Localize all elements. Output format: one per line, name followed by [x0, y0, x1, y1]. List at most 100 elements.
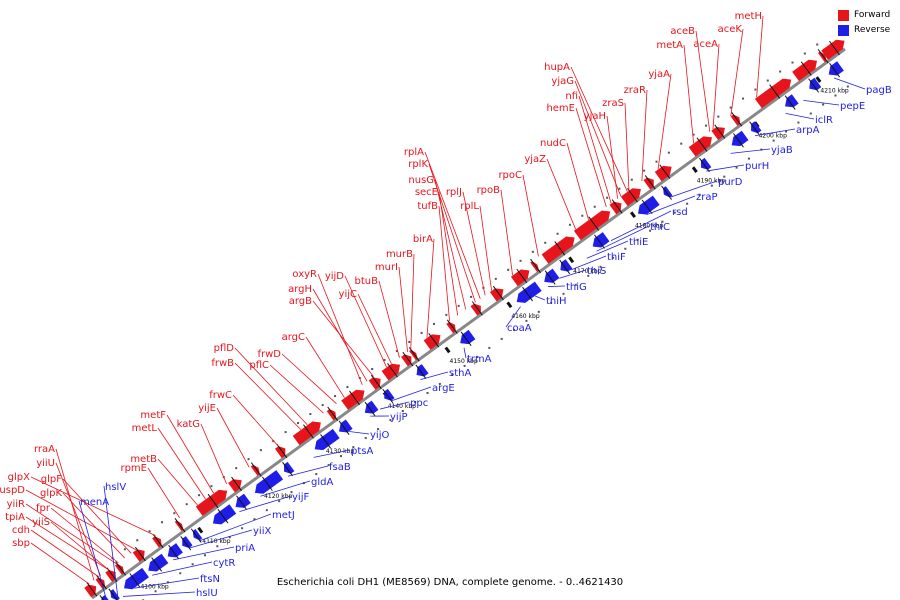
forward-gene-label: metA: [656, 40, 683, 51]
forward-gene-pflD: pflD: [214, 343, 308, 426]
forward-gene-arrow: [228, 476, 242, 493]
minor-tick: [265, 509, 268, 512]
scale-tick-label: 4180 kbp: [635, 223, 663, 230]
forward-gene-arrow: [292, 421, 321, 446]
minor-tick: [513, 328, 516, 331]
forward-gene-label: yjaZ: [524, 154, 546, 165]
forward-gene-label: tpiA: [5, 512, 25, 523]
reverse-gene-thiE: thiE: [586, 237, 648, 259]
forward-gene-label: argH: [288, 284, 312, 295]
forward-gene-label: nudC: [540, 138, 566, 149]
minor-tick: [383, 358, 386, 361]
forward-gene-rpoC: rpoC: [498, 170, 539, 257]
reverse-gene-label: metJ: [272, 510, 295, 521]
forward-gene-label: argC: [282, 332, 305, 343]
minor-tick: [148, 530, 151, 533]
forward-genes: [84, 39, 845, 598]
legend-reverse-label: Reverse: [854, 25, 891, 35]
reverse-gene-gldA: gldA: [260, 477, 333, 497]
forward-gene-label: sbp: [12, 538, 30, 549]
forward-gene-label: zraR: [624, 85, 646, 96]
minor-tick: [611, 256, 614, 259]
forward-gene-label: pflD: [214, 343, 235, 354]
reverse-gene-arrow: [592, 232, 610, 249]
scale-tick-label: 4150 kbp: [450, 358, 478, 365]
forward-gene-arrow: [174, 518, 186, 533]
reverse-gene-arpA: arpA: [754, 125, 820, 137]
reverse-gene-arrow: [124, 567, 149, 590]
minor-tick: [438, 382, 441, 385]
reverse-gene-trmA: trmA: [463, 347, 492, 365]
minor-tick: [253, 518, 256, 521]
forward-gene-label: btuB: [355, 276, 379, 287]
strand-legend: Forward Reverse: [838, 8, 900, 38]
minor-tick: [198, 494, 201, 497]
forward-gene-label: rpmE: [120, 463, 147, 474]
minor-tick: [488, 346, 491, 349]
reverse-gene-arrow: [460, 329, 476, 346]
forward-gene-glpX: glpX: [8, 472, 156, 537]
reverse-gene-zraP: zraP: [646, 192, 718, 216]
reverse-gene-yiiX: yiiX: [189, 526, 271, 549]
minor-tick: [742, 97, 745, 100]
forward-gene-aceB: aceB: [670, 26, 711, 132]
reverse-gene-label: thiE: [629, 237, 648, 248]
reverse-gene-coaA: coaA: [505, 306, 532, 334]
reverse-gene-yijP: yijP: [370, 412, 408, 423]
scale-tick-label: 4190 kbp: [697, 178, 725, 185]
reverse-gene-arrow: [415, 364, 429, 379]
minor-tick: [562, 292, 565, 295]
minor-tick: [500, 337, 503, 340]
minor-tick: [667, 151, 670, 154]
reverse-gene-sthA: sthA: [420, 368, 471, 381]
forward-gene-arrow: [423, 333, 441, 350]
reverse-gene-label: ppc: [410, 398, 428, 409]
reverse-gene-ftsN: ftsN: [134, 574, 220, 589]
minor-tick: [309, 413, 312, 416]
reverse-gene-label: menA: [80, 497, 109, 508]
genome-backbone: [91, 47, 846, 600]
forward-gene-glpK: glpK: [40, 488, 126, 559]
reverse-gene-label: gldA: [311, 477, 333, 488]
minor-tick: [457, 304, 460, 307]
minor-tick: [420, 331, 423, 334]
minor-tick: [649, 229, 652, 232]
minor-tick: [389, 419, 392, 422]
forward-gene-label: metF: [140, 410, 166, 421]
forward-gene-label: aceA: [693, 39, 718, 50]
forward-gene-label: aceB: [670, 26, 695, 37]
minor-tick: [822, 103, 825, 106]
forward-gene-nusG: nusG: [408, 175, 467, 310]
reverse-gene-hslV: hslV: [103, 482, 126, 600]
forward-gene-label: frwC: [209, 390, 232, 401]
minor-tick: [556, 232, 559, 235]
scale-tick-label: 4140 kbp: [388, 403, 416, 410]
forward-gene-hemE: hemE: [546, 103, 607, 208]
minor-tick: [754, 88, 757, 91]
reverse-gene-thiS: thiS: [559, 266, 606, 279]
reverse-gene-arrow: [314, 428, 340, 451]
reverse-gene-arrow: [516, 281, 542, 303]
minor-tick: [574, 283, 577, 286]
forward-gene-uspD: uspD: [0, 485, 137, 551]
minor-tick: [643, 169, 646, 172]
forward-gene-murI: murI: [375, 262, 408, 352]
minor-tick: [692, 133, 695, 136]
forward-gene-rplJ: rplJ: [446, 187, 486, 296]
forward-gene-rplA: rplA: [404, 147, 481, 299]
forward-gene-yjaG: yjaG: [551, 76, 622, 197]
forward-gene-arrow: [688, 136, 712, 157]
minor-tick: [395, 349, 398, 352]
reverse-gene-arrow: [99, 595, 112, 600]
reverse-gene-arrow: [148, 553, 169, 572]
reverse-gene-arrow: [282, 461, 295, 477]
minor-tick: [216, 545, 219, 548]
forward-gene-arrow: [152, 533, 164, 549]
reverse-gene-cytR: cytR: [152, 558, 235, 576]
reverse-gene-label: coaA: [507, 323, 532, 334]
forward-gene-label: secE: [415, 187, 438, 198]
scale-tick: 4150 kbp: [444, 346, 478, 365]
forward-gene-label: frwB: [211, 358, 234, 369]
minor-tick: [334, 395, 337, 398]
